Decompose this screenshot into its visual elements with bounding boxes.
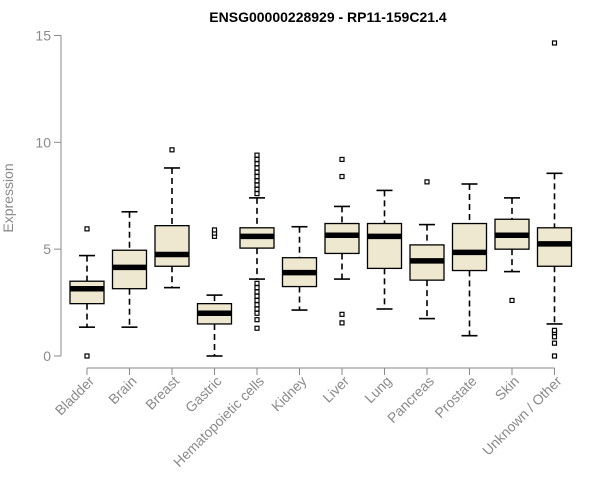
y-tick-label: 5 <box>43 241 51 257</box>
outlier-point <box>254 289 260 295</box>
outlier-point <box>211 227 218 233</box>
x-tick-label: Breast <box>142 373 182 413</box>
outlier-point <box>254 178 260 184</box>
outlier-point <box>254 325 260 331</box>
outlier-point <box>339 173 345 180</box>
outlier-point <box>339 320 345 326</box>
box-7 <box>324 156 360 326</box>
x-tick-label: Kidney <box>268 373 310 415</box>
x-tick-label: Brain <box>105 373 139 407</box>
outlier-point <box>339 311 345 317</box>
outlier-point <box>254 285 260 291</box>
iqr-box <box>366 222 403 270</box>
outlier-point <box>254 280 260 286</box>
box-10 <box>451 183 488 337</box>
outlier-point <box>509 297 515 304</box>
y-axis-label: Expression <box>0 163 16 232</box>
iqr-box <box>69 280 105 305</box>
outlier-point <box>551 40 558 46</box>
box-8 <box>366 189 403 310</box>
outlier-point <box>551 353 558 359</box>
outlier-point <box>254 169 260 175</box>
box-3 <box>154 147 190 289</box>
outlier-point <box>254 310 260 316</box>
x-tick-label: Pancreas <box>384 373 437 426</box>
box-5 <box>239 152 275 331</box>
outlier-point <box>254 161 260 167</box>
box-4 <box>196 227 233 357</box>
chart-title: ENSG00000228929 - RP11-159C21.4 <box>209 9 447 25</box>
outlier-point <box>254 302 260 308</box>
outlier-point <box>254 191 260 197</box>
outlier-point <box>551 340 558 346</box>
iqr-box <box>324 222 360 255</box>
box-series <box>69 40 573 359</box>
outlier-point <box>254 173 260 180</box>
outlier-point <box>424 179 430 185</box>
x-tick-label: Unknown / Other <box>479 373 565 459</box>
outlier-point <box>254 186 260 192</box>
outlier-point <box>551 327 558 333</box>
outlier-point <box>169 147 175 153</box>
axes: 0 5 10 15 <box>35 28 555 375</box>
box-2 <box>111 210 148 328</box>
outlier-point <box>339 156 345 163</box>
outlier-point <box>254 306 260 312</box>
x-tick-label: Prostate <box>431 373 479 421</box>
outlier-point <box>551 334 558 340</box>
outlier-point <box>84 226 90 232</box>
y-tick-label: 0 <box>43 348 51 364</box>
box-1 <box>69 226 105 359</box>
iqr-box <box>536 227 573 267</box>
x-tick-label: Lung <box>361 373 394 406</box>
x-tick-label: Skin <box>492 373 523 404</box>
outlier-point <box>84 353 90 359</box>
box-12 <box>536 40 573 359</box>
outlier-point <box>254 293 260 299</box>
outlier-point <box>254 182 260 188</box>
outlier-point <box>254 165 260 171</box>
y-tick-label: 15 <box>35 28 51 44</box>
box-9 <box>409 179 445 320</box>
outlier-point <box>254 317 260 323</box>
outlier-point <box>254 297 260 304</box>
outlier-point <box>254 156 260 163</box>
box-6 <box>281 225 318 311</box>
y-tick-label: 10 <box>35 134 51 150</box>
x-tick-label: Bladder <box>52 373 98 419</box>
x-tick-label: Liver <box>319 373 352 406</box>
iqr-box <box>154 225 190 267</box>
outlier-point <box>254 152 260 158</box>
box-11 <box>494 197 530 304</box>
iqr-box <box>451 222 488 272</box>
